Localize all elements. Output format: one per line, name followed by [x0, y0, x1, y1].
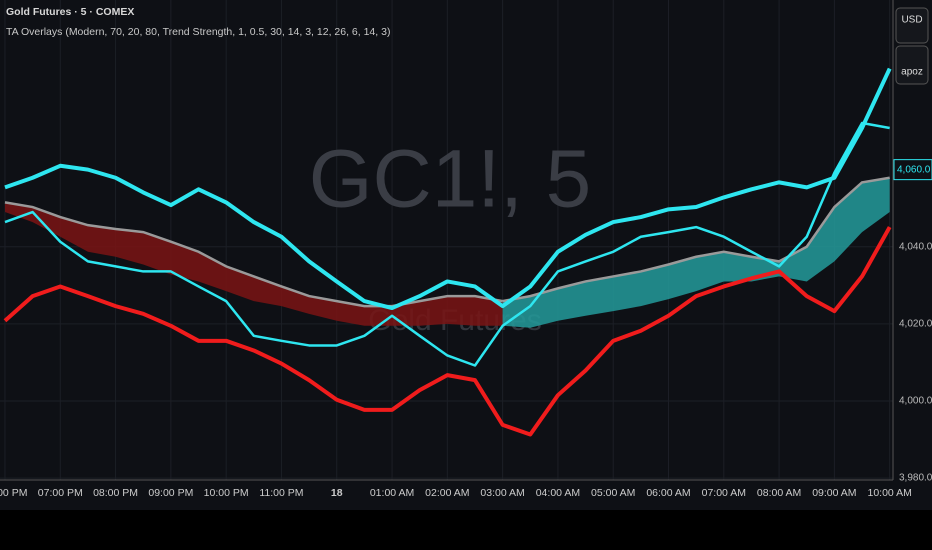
watermark: GC1!, 5 — [309, 134, 592, 225]
last-price-label: 4,060.0 — [897, 164, 931, 175]
x-tick-label: 04:00 AM — [536, 487, 580, 499]
x-tick-label: 10:00 PM — [204, 487, 249, 499]
cloud-edge — [4, 201, 503, 308]
x-tick-label: 11:00 PM — [259, 487, 303, 499]
x-tick-label: 02:00 AM — [425, 487, 469, 499]
currency: USD — [901, 15, 922, 26]
x-tick-label: 06:00 AM — [646, 487, 690, 499]
indicator-label: TA Overlays (Modern, 70, 20, 80, Trend S… — [6, 26, 390, 38]
currency-box[interactable] — [895, 7, 929, 44]
chart-title: Gold Futures · 5 · COMEX — [6, 6, 134, 18]
user-label: apoz — [901, 67, 923, 78]
x-tick-label: 08:00 AM — [757, 487, 801, 499]
x-tick-label: 05:00 AM — [591, 487, 635, 499]
x-tick-label: 09:00 AM — [812, 487, 856, 499]
user-box[interactable] — [895, 45, 929, 85]
x-tick-label: 09:00 PM — [148, 487, 193, 499]
x-tick-label: 03:00 AM — [480, 487, 524, 499]
x-tick-label: 08:00 PM — [93, 487, 138, 499]
last-price-box — [893, 159, 932, 181]
plot-area — [3, 67, 892, 437]
y-tick-label: 4,000.0 — [899, 396, 932, 407]
x-tick-label: 06:00 PM — [0, 487, 27, 499]
x-tick-label: 01:00 AM — [370, 487, 414, 499]
series-line — [4, 121, 890, 367]
series-line — [4, 67, 892, 311]
footer — [0, 510, 932, 550]
x-tick-label: 07:00 AM — [702, 487, 746, 499]
axes: 3,980.0 4,000.0 4,020.0 4,040.0 06:00 PM 07:0… — [0, 159, 932, 499]
cloud-band — [502, 177, 890, 328]
x-tick-label: 07:00 PM — [38, 487, 83, 499]
x-tick-label: 18 — [331, 487, 343, 499]
y-tick-label: 3,980.0 — [899, 473, 932, 484]
y-tick-label: 4,020.0 — [899, 318, 932, 329]
y-tick-label: 4,040.0 — [899, 241, 932, 252]
cloud-band — [4, 202, 503, 326]
series-line — [3, 226, 892, 437]
x-tick-label: 10:00 AM — [867, 487, 911, 499]
cloud-edge — [502, 176, 890, 303]
